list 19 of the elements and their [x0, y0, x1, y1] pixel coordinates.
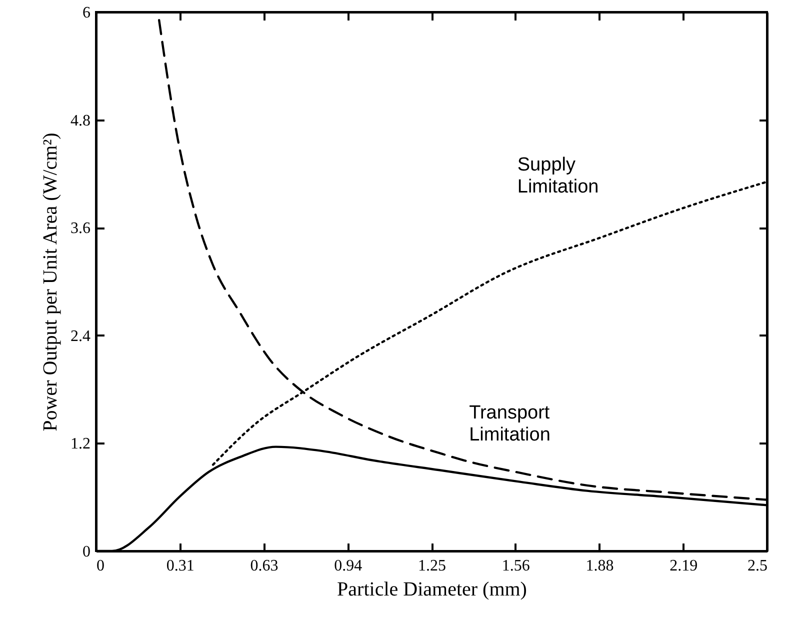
x-tick-label: 0.31 — [166, 558, 194, 574]
x-tick-label: 1.25 — [418, 558, 446, 574]
x-tick-label: 0.94 — [334, 558, 362, 574]
x-tick-label: 0.63 — [250, 558, 278, 574]
x-axis-title: Particle Diameter (mm) — [337, 578, 527, 600]
x-tick-label: 1.56 — [502, 558, 530, 574]
y-axis-title: Power Output per Unit Area (W/cm²) — [40, 132, 62, 432]
y-tick-label: 4.8 — [70, 112, 90, 130]
annotation: Supply Limitation — [517, 154, 599, 198]
y-tick-label: 0 — [82, 544, 90, 560]
y-tick-label: 6 — [82, 4, 90, 22]
y-tick-label: 2.4 — [70, 328, 90, 345]
x-tick-label: 0 — [96, 558, 104, 574]
y-tick-label: 1.2 — [70, 436, 90, 453]
y-tick-label: 3.6 — [70, 220, 90, 238]
x-tick-label: 1.88 — [586, 558, 614, 574]
x-tick-label: 2.19 — [670, 558, 698, 574]
annotation: Transport Limitation — [469, 402, 550, 446]
x-tick-label: 2.5 — [748, 558, 768, 574]
